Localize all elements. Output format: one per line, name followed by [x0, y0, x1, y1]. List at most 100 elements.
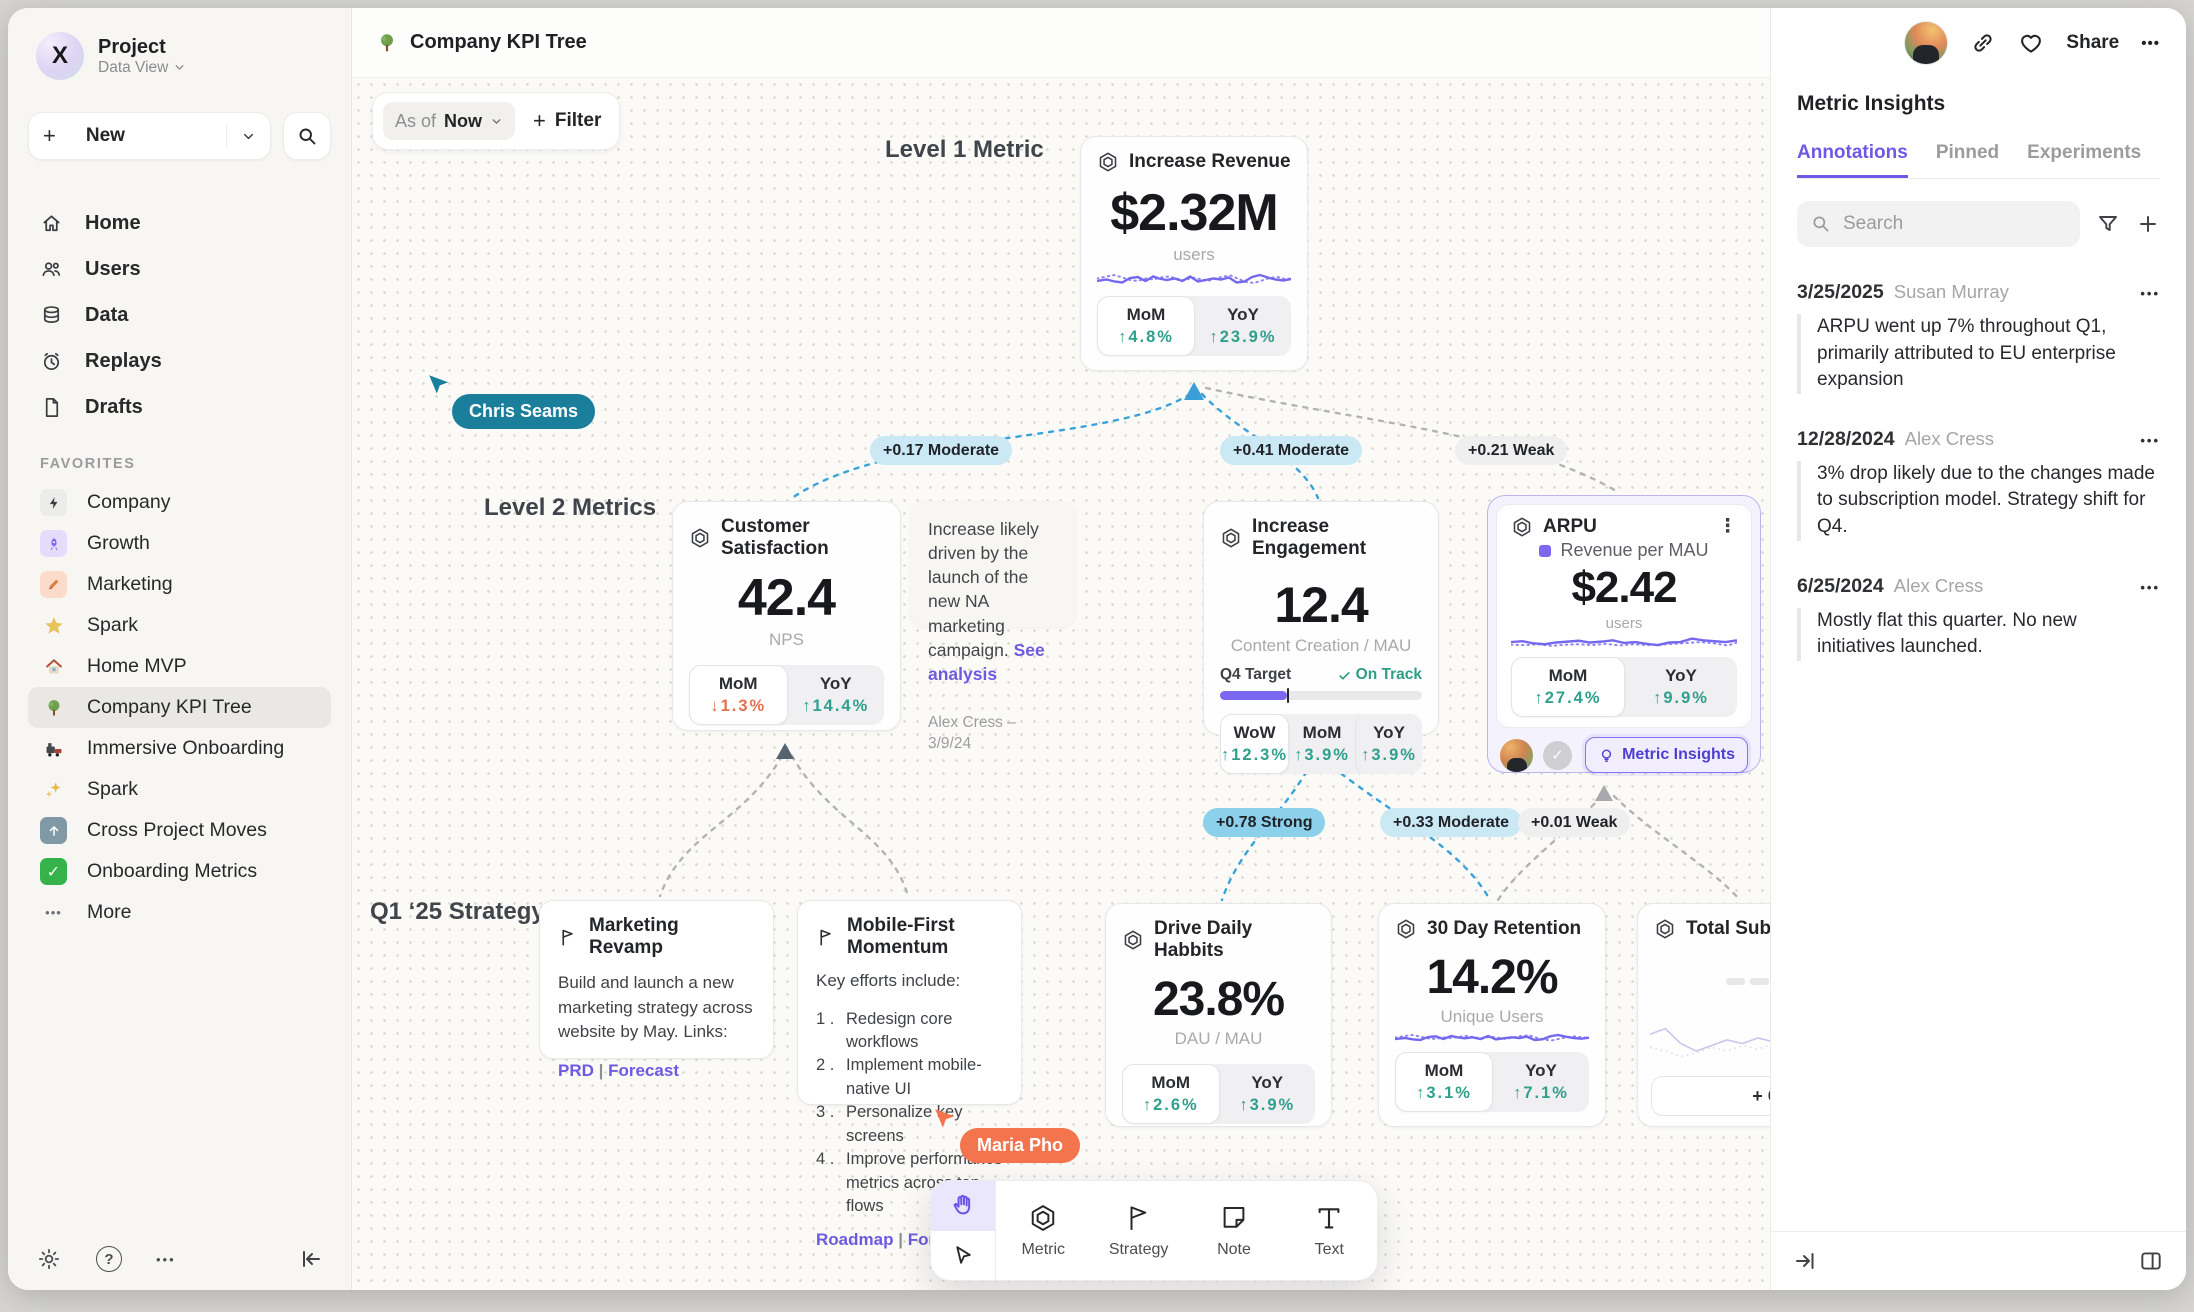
sidebar-item-users[interactable]: Users: [28, 246, 331, 292]
target-label: Q4 Target: [1220, 666, 1292, 683]
add-annotation-icon[interactable]: [2136, 212, 2160, 236]
sidebar-fav-marketing[interactable]: Marketing: [28, 564, 331, 605]
search-input[interactable]: [1841, 212, 2066, 236]
arrow-up-icon: [40, 817, 67, 844]
strategy-card-mobile-first-momentum[interactable]: Mobile-First Momentum Key efforts includ…: [797, 900, 1022, 1249]
new-button[interactable]: + New: [28, 112, 271, 160]
roadmap-link[interactable]: Roadmap: [816, 1230, 894, 1250]
annotation-item[interactable]: 12/28/2024 Alex Cress ••• 3% drop likely…: [1797, 428, 2160, 541]
text-tool-button[interactable]: Text: [1282, 1181, 1377, 1280]
user-avatar[interactable]: [1904, 21, 1949, 65]
note-tool-button[interactable]: Note: [1186, 1181, 1281, 1280]
sidebar-more[interactable]: ••• More: [28, 892, 331, 933]
tab-experiments[interactable]: Experiments: [2027, 142, 2142, 163]
sidebar-overflow-icon[interactable]: •••: [156, 1251, 176, 1267]
metric-icon: [1656, 919, 1674, 939]
sidebar-item-drafts[interactable]: Drafts: [28, 384, 331, 430]
stat-cell-yoy[interactable]: YoY ↑23.9%: [1209, 305, 1277, 346]
check-icon: [1339, 671, 1350, 680]
sidebar-item-label: Cross Project Moves: [87, 819, 267, 841]
hand-tool-button[interactable]: [931, 1181, 995, 1231]
sidebar-fav-spark-2[interactable]: Spark: [28, 769, 331, 810]
sidebar-fav-home-mvp[interactable]: Home MVP: [28, 646, 331, 687]
see-analysis-link[interactable]: See analysis: [928, 639, 1045, 684]
annotation-menu-icon[interactable]: •••: [2140, 286, 2160, 301]
annotation-menu-icon[interactable]: •••: [2140, 432, 2160, 448]
search-button[interactable]: [283, 112, 331, 160]
stat-cell-mom[interactable]: MoM ↑2.6%: [1122, 1064, 1220, 1124]
sidebar-fav-immersive-onboarding[interactable]: Immersive Onboarding: [28, 728, 331, 769]
stat-cell-mom[interactable]: MoM ↑3.9%: [1294, 723, 1350, 764]
edge-label-moderate: +0.17 Moderate: [870, 436, 1013, 465]
project-switcher[interactable]: X Project Data View: [28, 32, 331, 80]
metric-tool-button[interactable]: Metric: [996, 1181, 1091, 1280]
lightbulb-icon: [1601, 748, 1612, 762]
metric-card-customer-satisfaction[interactable]: Customer Satisfaction 42.4 NPS MoM ↓1.3% …: [672, 501, 901, 731]
insights-tabs: Annotations Pinned Experiments: [1797, 142, 2160, 179]
plus-icon: +: [43, 123, 56, 148]
annotation-menu-icon[interactable]: •••: [2140, 579, 2160, 595]
tab-annotations[interactable]: Annotations: [1797, 142, 1908, 178]
split-view-icon[interactable]: [2138, 1248, 2164, 1274]
metric-value: 23.8%: [1152, 973, 1285, 1026]
sidebar-item-data[interactable]: Data: [28, 292, 331, 338]
metric-card-total-subscriptions[interactable]: Total Subscriptions + Connect: [1637, 903, 1770, 1127]
filter-button[interactable]: + Filter: [533, 108, 601, 134]
sidebar-item-label: Data: [85, 303, 129, 326]
sparkline: [1097, 271, 1291, 286]
share-button[interactable]: Share: [2066, 32, 2120, 53]
stat-cell-yoy[interactable]: YoY ↑14.4%: [802, 674, 870, 715]
stat-cell-yoy[interactable]: YoY ↑3.9%: [1239, 1073, 1296, 1114]
edge-label-weak: +0.21 Weak: [1455, 436, 1568, 465]
sidebar-fav-spark[interactable]: Spark: [28, 605, 331, 646]
annotation-item[interactable]: 6/25/2024 Alex Cress ••• Mostly flat thi…: [1797, 575, 2160, 661]
sidebar-item-replays[interactable]: Replays: [28, 338, 331, 384]
stat-cell-mom[interactable]: MoM ↑27.4%: [1511, 657, 1625, 717]
window-menu-icon[interactable]: •••: [2141, 34, 2160, 52]
stat-cell-yoy[interactable]: YoY ↑3.9%: [1355, 714, 1422, 774]
as-of-dropdown[interactable]: As of Now: [383, 102, 516, 140]
help-icon[interactable]: ?: [96, 1246, 122, 1272]
metric-insights-badge[interactable]: Metric Insights: [1585, 737, 1748, 773]
metric-card-arpu-selected[interactable]: ARPU ⋮ Revenue per MAU $2.42 users MoM ↑27…: [1487, 495, 1761, 773]
kebab-menu-icon[interactable]: ⋮: [1718, 516, 1737, 537]
sidebar-fav-growth[interactable]: Growth: [28, 523, 331, 564]
stat-cell-wow[interactable]: WoW ↑12.3%: [1220, 714, 1290, 774]
metric-unit: Unique Users: [1440, 1007, 1544, 1026]
metric-card-30-day-retention[interactable]: 30 Day Retention 14.2% Unique Users MoM ↑…: [1378, 903, 1606, 1127]
stat-cell-yoy[interactable]: YoY ↑9.9%: [1653, 666, 1709, 707]
collapse-panel-icon[interactable]: [1793, 1249, 1817, 1273]
stat-cell-mom[interactable]: MoM ↓1.3%: [689, 665, 788, 725]
search-input-wrapper: [1797, 201, 2080, 247]
sidebar-fav-company-kpi-tree[interactable]: Company KPI Tree: [28, 687, 331, 728]
strategy-tool-button[interactable]: Strategy: [1091, 1181, 1186, 1280]
collaborator-avatar[interactable]: [1500, 738, 1533, 772]
select-tool-button[interactable]: [931, 1231, 995, 1281]
prd-link[interactable]: PRD: [558, 1060, 594, 1080]
filter-funnel-icon[interactable]: [2096, 212, 2120, 236]
metric-card-increase-engagement[interactable]: Increase Engagement 12.4 Content Creatio…: [1203, 501, 1439, 774]
gear-icon[interactable]: [36, 1246, 62, 1272]
sidebar-fav-cross-project-moves[interactable]: Cross Project Moves: [28, 810, 331, 851]
favorite-heart-icon[interactable]: [2018, 30, 2044, 56]
forecast-link[interactable]: Forecast: [608, 1060, 680, 1080]
strategy-card-marketing-revamp[interactable]: Marketing Revamp Build and launch a new …: [539, 900, 774, 1080]
stat-cell-yoy[interactable]: YoY ↑7.1%: [1513, 1061, 1569, 1102]
copy-link-icon[interactable]: [1970, 30, 1996, 56]
annotation-item[interactable]: 3/25/2025 Susan Murray ••• ARPU went up …: [1797, 281, 2160, 394]
metric-card-increase-revenue[interactable]: Increase Revenue $2.32M users MoM ↑4.8% Y…: [1080, 136, 1308, 371]
sidebar-fav-onboarding-metrics[interactable]: ✓ Onboarding Metrics: [28, 851, 331, 892]
metric-card-drive-daily-habbits[interactable]: Drive Daily Habbits 23.8% DAU / MAU MoM ↑…: [1105, 903, 1332, 1127]
chevron-down-icon[interactable]: [241, 129, 256, 144]
connect-button[interactable]: + Connect: [1651, 1076, 1770, 1116]
sidebar-fav-company[interactable]: Company: [28, 482, 331, 523]
home-icon: [43, 214, 60, 231]
collapse-sidebar-icon[interactable]: [299, 1247, 323, 1271]
tab-pinned[interactable]: Pinned: [1935, 142, 2000, 163]
stat-cell-mom[interactable]: MoM ↑4.8%: [1097, 296, 1195, 356]
sidebar-item-home[interactable]: Home: [28, 200, 331, 246]
canvas-note[interactable]: Increase likely driven by the launch of …: [910, 501, 1076, 752]
stat-cell-mom[interactable]: MoM ↑3.1%: [1395, 1052, 1493, 1112]
annotation-author: Susan Murray: [1893, 281, 2009, 302]
kpi-canvas[interactable]: As of Now + Filter Level 1 Metric Level …: [352, 78, 1770, 1290]
